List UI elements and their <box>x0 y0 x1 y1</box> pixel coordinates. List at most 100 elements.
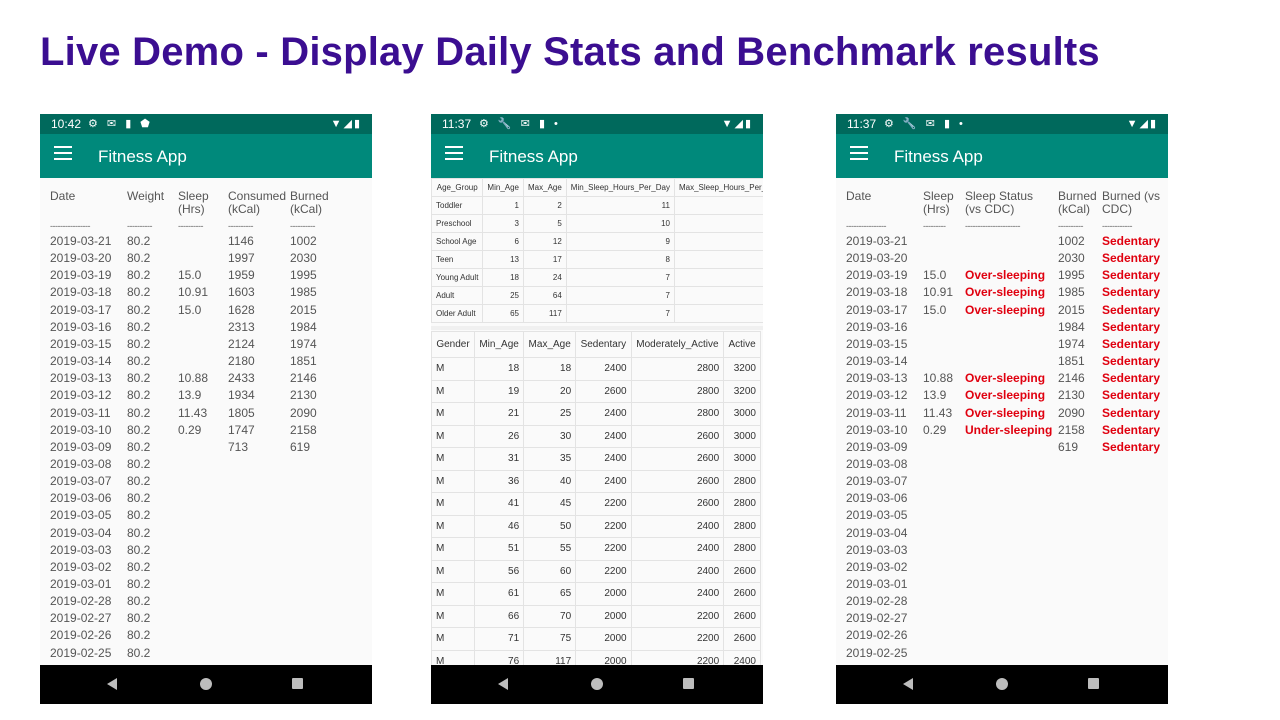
status-icons: ⚙ 🔧 ✉ ▮ • <box>479 118 561 130</box>
column-header: Active <box>723 331 761 358</box>
cell-sleep: 10.91 <box>923 285 954 300</box>
table-cell: 2800 <box>723 537 761 561</box>
table-cell: 50 <box>523 514 577 538</box>
list-item: 2019-03-17 15.0 Over-sleeping 2015 Sedentary <box>836 303 1168 320</box>
cell-date: 2019-03-18 <box>50 285 112 300</box>
cell-weight: 80.2 <box>127 319 151 334</box>
menu-icon[interactable] <box>850 146 868 160</box>
cell-weight: 80.2 <box>127 268 151 283</box>
comparison-list[interactable]: Date Sleep (Hrs) Sleep Status (vs CDC) B… <box>836 178 1168 665</box>
cell-consumed: 1603 <box>228 285 255 300</box>
cell-date: 2019-03-05 <box>50 508 112 523</box>
cell-burned: 2158 <box>290 422 317 437</box>
table-cell: 2 <box>523 196 567 215</box>
cell-burned-status: Sedentary <box>1102 388 1161 403</box>
cell-date: 2019-03-03 <box>846 542 908 557</box>
table-row: M 36 40 2400 2600 2800 <box>431 469 761 493</box>
table-cell: 2400 <box>630 537 725 561</box>
list-item: 2019-03-09 80.2 713 619 <box>40 440 372 457</box>
column-header: Max_Age <box>523 178 567 197</box>
list-item: 2019-03-05 <box>836 508 1168 525</box>
table-row: M 61 65 2000 2400 2600 <box>431 582 761 606</box>
column-header: Moderately_Active <box>630 331 725 358</box>
slide-title: Live Demo - Display Daily Stats and Benc… <box>40 30 1100 74</box>
phone-comparison: 11:37 ⚙ 🔧 ✉ ▮ • ▼◢▮ Fitness App Date Sle… <box>836 114 1168 704</box>
table-cell: Preschool <box>431 214 484 233</box>
cell-burned-status: Sedentary <box>1102 405 1161 420</box>
benchmark-content[interactable]: Age_Group Min_Age Max_Age Min_Sleep_Hours_P… <box>431 178 763 665</box>
back-icon[interactable] <box>107 678 117 690</box>
recent-apps-icon[interactable] <box>1088 678 1099 689</box>
cell-date: 2019-02-26 <box>846 628 908 643</box>
cell-sleep: 0.29 <box>923 422 947 437</box>
table-cell: 2400 <box>723 649 761 665</box>
table-cell: 46 <box>473 514 525 538</box>
home-icon[interactable] <box>996 678 1008 690</box>
cell-burned: 1984 <box>290 319 317 334</box>
cell-sleep-status: Over-sleeping <box>965 302 1046 317</box>
table-row: Preschool351013 <box>431 214 763 233</box>
table-cell: 2400 <box>630 514 725 538</box>
cell-burned-status: Sedentary <box>1102 371 1161 386</box>
list-item: 2019-03-19 15.0 Over-sleeping 1995 Sedentary <box>836 268 1168 285</box>
cell-date: 2019-03-06 <box>50 491 112 506</box>
phone-daily-stats: 10:42 ⚙ ✉ ▮ ⬟ ▼◢▮ Fitness App Date Weigh… <box>40 114 372 704</box>
home-icon[interactable] <box>591 678 603 690</box>
table-cell: 7 <box>565 268 675 287</box>
list-item: 2019-03-15 80.2 2124 1974 <box>40 337 372 354</box>
cell-date: 2019-03-20 <box>50 251 112 266</box>
cell-date: 2019-03-01 <box>846 577 908 591</box>
cell-date: 2019-03-16 <box>846 319 908 334</box>
table-cell: 8 <box>565 250 675 269</box>
cell-weight: 80.2 <box>127 508 151 523</box>
table-cell: 13 <box>673 214 763 233</box>
table-cell: 8 <box>673 304 763 323</box>
cell-date: 2019-03-05 <box>846 508 908 523</box>
table-row: M 26 30 2400 2600 3000 <box>431 424 761 448</box>
table-cell: 26 <box>473 424 525 448</box>
table-cell: 3200 <box>723 357 761 381</box>
cell-consumed: 2180 <box>228 354 255 369</box>
list-item: 2019-02-26 <box>836 628 1168 645</box>
menu-icon[interactable] <box>54 146 72 160</box>
table-cell: M <box>431 424 475 448</box>
divider-sleep-status: ---------------------- <box>965 221 1020 231</box>
nav-bar <box>431 665 763 704</box>
status-bar: 10:42 ⚙ ✉ ▮ ⬟ ▼◢▮ <box>40 114 372 134</box>
table-cell: M <box>431 492 475 516</box>
daily-stats-list[interactable]: Date Weight Sleep (Hrs) Consumed (kCal) … <box>40 178 372 665</box>
cell-date: 2019-03-19 <box>50 268 112 283</box>
list-item: 2019-03-16 1984 Sedentary <box>836 320 1168 337</box>
cell-weight: 80.2 <box>127 234 151 248</box>
cell-date: 2019-03-12 <box>50 388 112 403</box>
cell-burned-status: Sedentary <box>1102 302 1161 317</box>
back-icon[interactable] <box>498 678 508 690</box>
table-cell: 2200 <box>630 649 725 665</box>
cell-sleep-status: Over-sleeping <box>965 371 1046 386</box>
cell-date: 2019-03-10 <box>50 422 112 437</box>
home-icon[interactable] <box>200 678 212 690</box>
cell-date: 2019-03-08 <box>50 456 112 471</box>
header-sleep: Sleep (Hrs) <box>178 189 209 216</box>
recent-apps-icon[interactable] <box>683 678 694 689</box>
cell-date: 2019-03-17 <box>50 302 112 317</box>
cell-burned: 2015 <box>1058 302 1085 317</box>
table-cell: 61 <box>473 582 525 606</box>
back-icon[interactable] <box>903 678 913 690</box>
cell-burned-status: Sedentary <box>1102 251 1161 266</box>
cell-burned: 1851 <box>290 354 317 369</box>
list-item: 2019-03-08 80.2 <box>40 457 372 474</box>
table-cell: 18 <box>482 268 524 287</box>
cell-weight: 80.2 <box>127 611 151 626</box>
column-header: Min_Sleep_Hours_Per_Day <box>565 178 675 197</box>
menu-icon[interactable] <box>445 146 463 160</box>
table-cell: 2400 <box>575 357 632 381</box>
table-cell: 1 <box>482 196 524 215</box>
recent-apps-icon[interactable] <box>292 678 303 689</box>
status-time: 11:37 <box>442 117 472 131</box>
table-cell: 65 <box>482 304 524 323</box>
table-cell: 2600 <box>723 604 761 628</box>
column-header: Gender <box>431 331 475 358</box>
table-cell: M <box>431 649 475 665</box>
table-cell: 10 <box>565 214 675 233</box>
